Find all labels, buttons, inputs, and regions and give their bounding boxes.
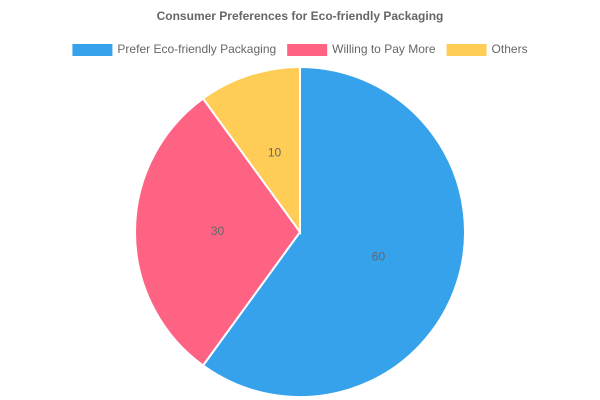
pie-slice	[133, 97, 302, 367]
pie-slice	[201, 65, 301, 236]
legend-swatch	[72, 44, 113, 56]
legend-label: Willing to Pay More	[332, 42, 436, 56]
data-label: 60	[372, 250, 386, 264]
legend: Prefer Eco-friendly Packaging Willing to …	[72, 42, 528, 56]
legend-swatch	[446, 44, 487, 56]
legend-label: Others	[492, 42, 528, 56]
data-label: 30	[211, 224, 225, 238]
data-label: 10	[268, 146, 282, 160]
legend-label: Prefer Eco-friendly Packaging	[117, 42, 276, 56]
chart-title: Consumer Preferences for Eco-friendly Pa…	[157, 9, 444, 23]
legend-swatch	[287, 44, 328, 56]
pie-slice	[201, 65, 466, 398]
